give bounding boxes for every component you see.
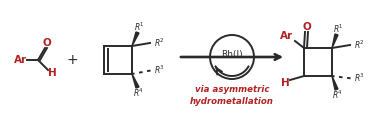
Text: O: O xyxy=(303,22,311,32)
Text: $R^3$: $R^3$ xyxy=(354,72,365,84)
Polygon shape xyxy=(332,34,338,48)
Text: $R^1$: $R^1$ xyxy=(133,21,144,33)
Polygon shape xyxy=(132,74,139,88)
Text: $R^4$: $R^4$ xyxy=(333,89,344,101)
Text: hydrometallation: hydrometallation xyxy=(190,97,274,107)
Text: $R^2$: $R^2$ xyxy=(154,37,165,49)
Polygon shape xyxy=(332,76,338,90)
Polygon shape xyxy=(132,32,139,46)
Text: Ar: Ar xyxy=(280,31,294,41)
Text: Rh(I): Rh(I) xyxy=(221,51,243,60)
Text: H: H xyxy=(280,78,290,88)
Text: $R^3$: $R^3$ xyxy=(154,64,165,76)
Text: H: H xyxy=(48,68,56,78)
Text: O: O xyxy=(43,38,51,48)
Text: $R^1$: $R^1$ xyxy=(333,23,344,35)
Text: via asymmetric: via asymmetric xyxy=(195,85,269,95)
Text: $R^4$: $R^4$ xyxy=(133,87,144,99)
Text: Ar: Ar xyxy=(14,55,28,65)
Text: +: + xyxy=(66,53,78,67)
Text: $R^2$: $R^2$ xyxy=(354,39,365,51)
Circle shape xyxy=(210,35,254,79)
